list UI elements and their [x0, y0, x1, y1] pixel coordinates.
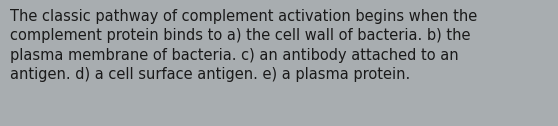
Text: The classic pathway of complement activation begins when the
complement protein : The classic pathway of complement activa…	[10, 9, 477, 83]
